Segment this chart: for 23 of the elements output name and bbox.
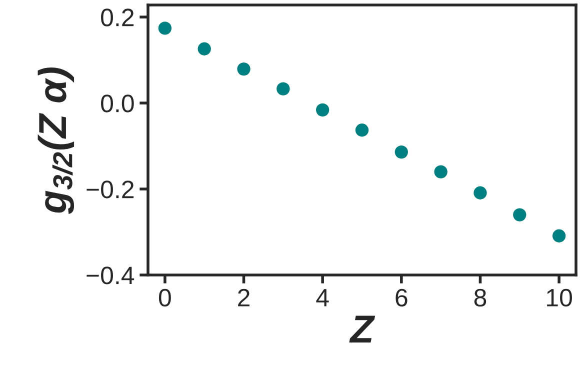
point xyxy=(434,165,448,178)
y-tick-label: −0.2 xyxy=(86,180,134,198)
point xyxy=(316,103,330,116)
x-tick-label: 8 xyxy=(474,288,486,307)
x-axis-title: Z xyxy=(349,316,376,342)
x-tick-label: 10 xyxy=(547,288,572,307)
point xyxy=(158,22,172,35)
x-tick-label: 4 xyxy=(316,289,329,306)
y-axis-title: g$_{3/2}$(Z α) xyxy=(38,67,74,214)
point xyxy=(237,62,250,76)
point xyxy=(198,42,211,56)
point xyxy=(394,145,408,159)
point xyxy=(355,124,369,137)
point xyxy=(552,229,566,242)
y-tick-label: −0.4 xyxy=(86,266,134,284)
point xyxy=(276,82,290,96)
y-tick-label: 0.2 xyxy=(101,8,134,26)
y-tick-label: 0.0 xyxy=(101,94,134,112)
x-tick-label: 0 xyxy=(158,288,171,307)
point xyxy=(474,186,487,200)
x-tick-label: 6 xyxy=(396,288,408,307)
point xyxy=(513,208,526,222)
x-tick-label: 2 xyxy=(238,288,250,306)
